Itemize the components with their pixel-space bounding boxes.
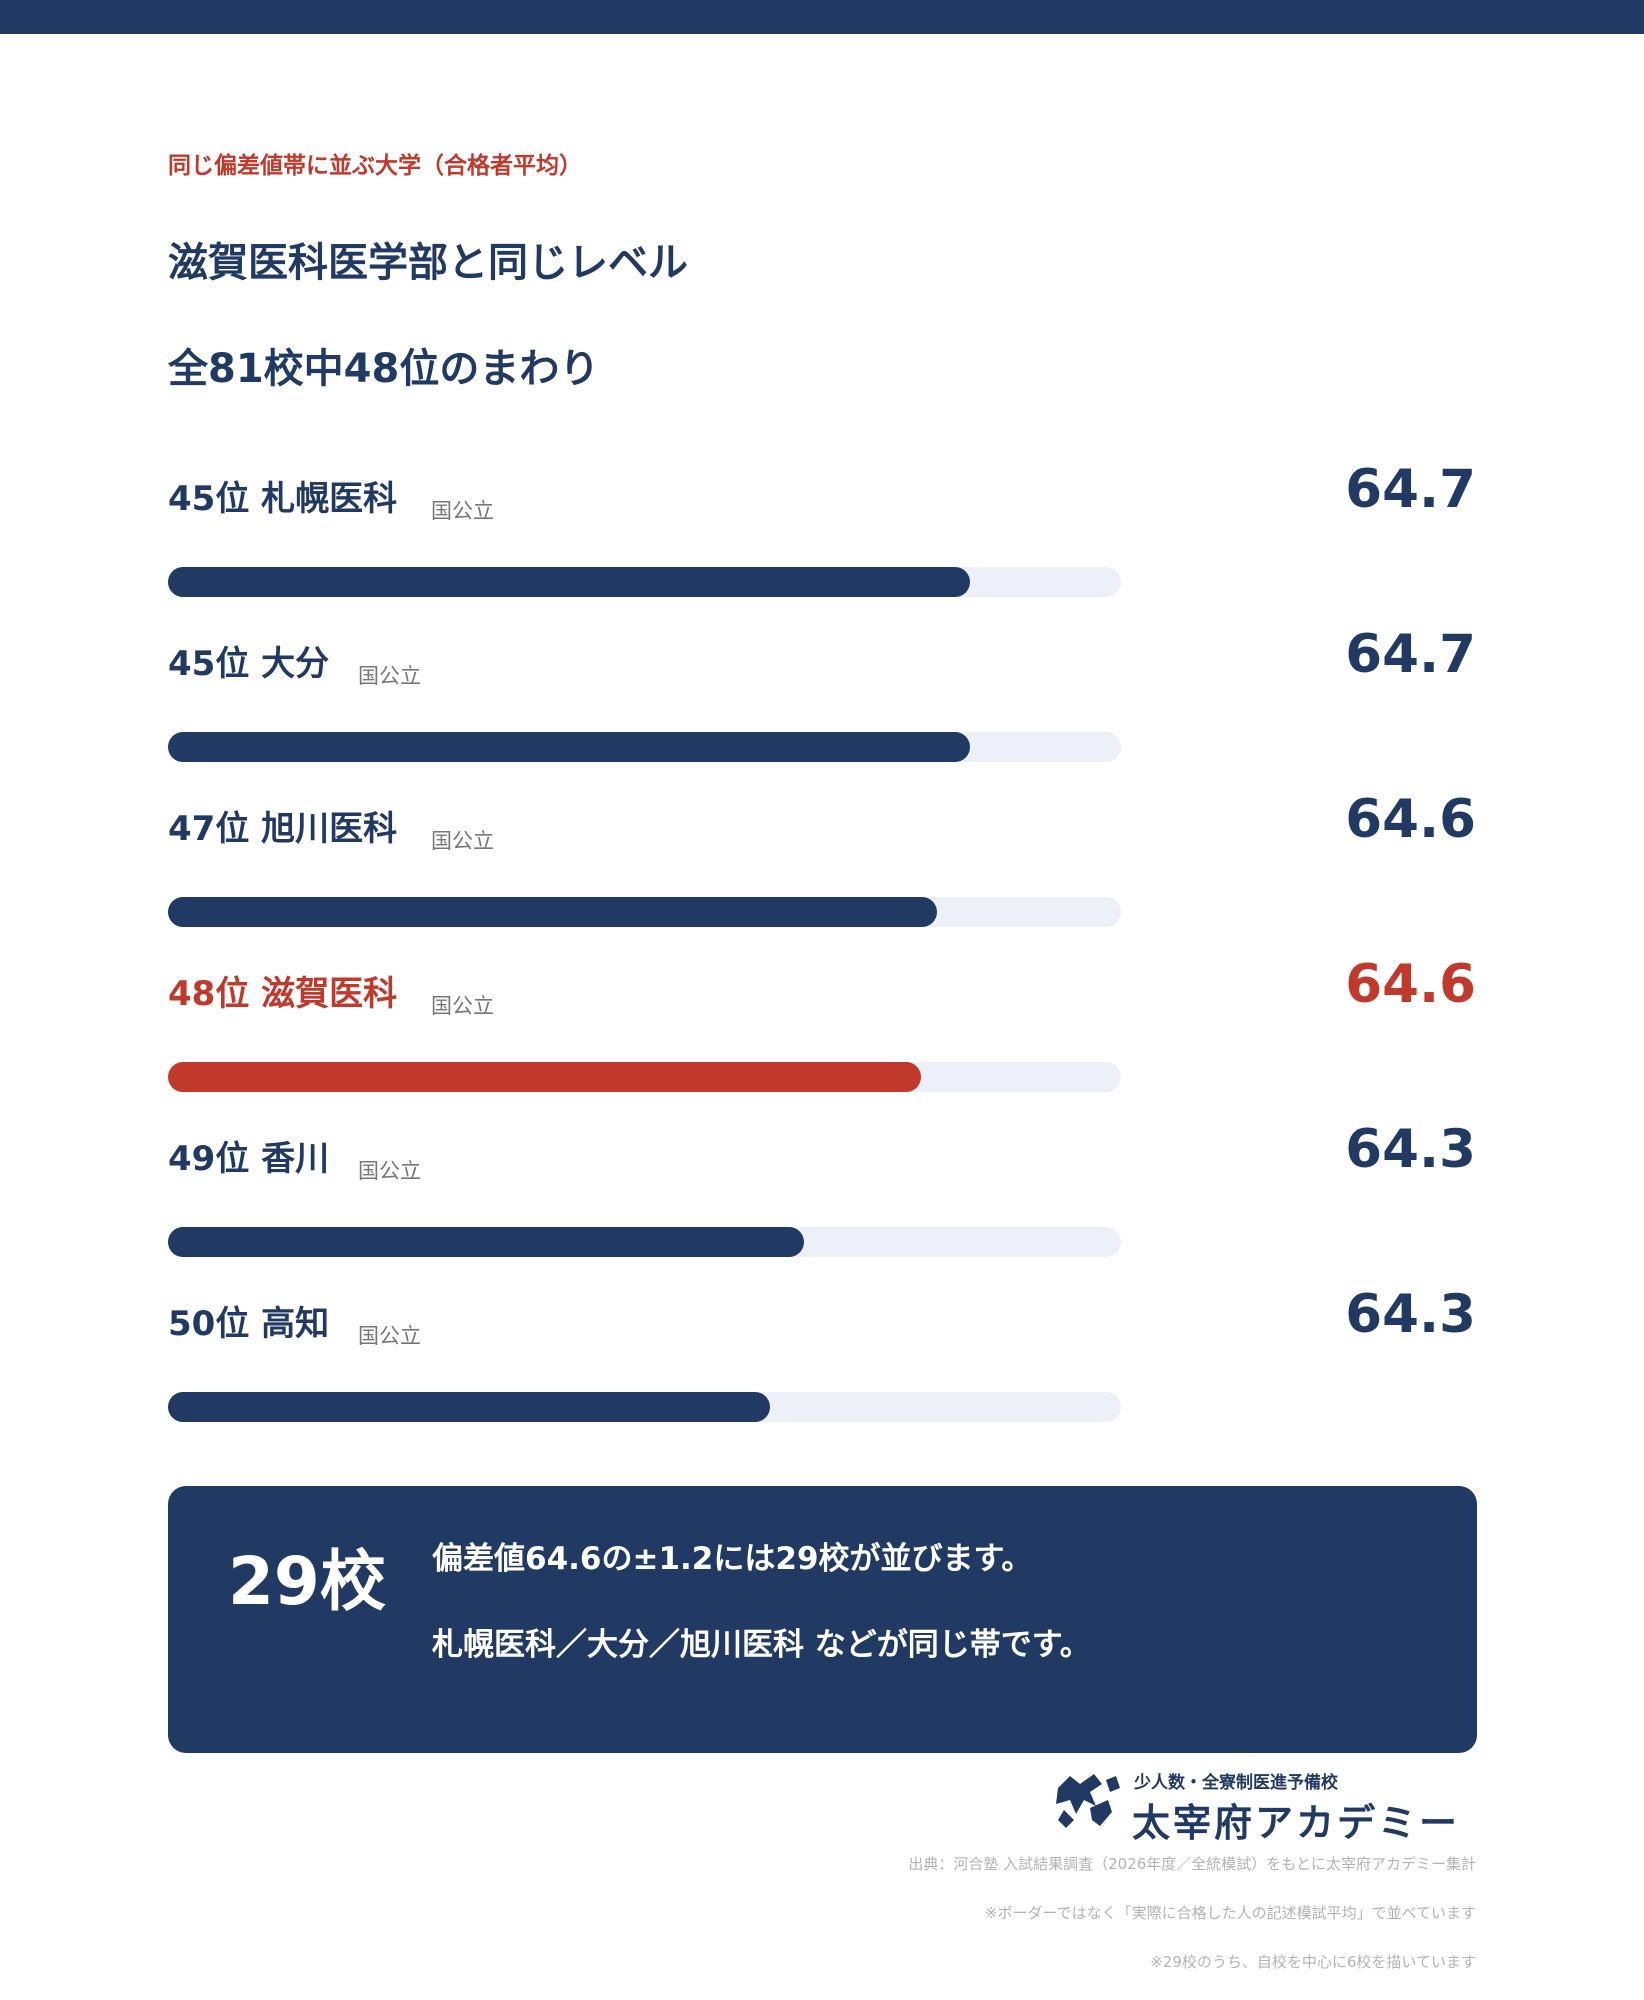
summary-line-2: 札幌医科／大分／旭川医科 などが同じ帯です。 [432, 1627, 1091, 1663]
chart-row: 45位 大分国公立 64.7 [0, 624, 1644, 801]
chart-row: 49位 香川国公立 64.3 [0, 1119, 1644, 1296]
row-type-label: 国公立 [358, 1159, 421, 1183]
row-type-label: 国公立 [358, 1324, 421, 1348]
eyebrow-label: 同じ偏差値帯に並ぶ大学（合格者平均） [168, 153, 582, 179]
chart-row: 45位 札幌医科国公立 64.7 [0, 459, 1644, 636]
bar-fill [168, 1062, 921, 1092]
row-type-label: 国公立 [358, 664, 421, 688]
row-rank-label: 50位 高知 [168, 1304, 330, 1344]
bar-track [168, 732, 1121, 762]
source-note: 出典：河合塾 入試結果調査（2026年度／全統模試）をもとに太宰府アカデミー集計 [908, 1855, 1476, 1873]
row-rank-label: 48位 滋賀医科 [168, 974, 398, 1014]
chart-row: 47位 旭川医科国公立 64.6 [0, 789, 1644, 966]
bar-track [168, 1227, 1121, 1257]
bar-track [168, 897, 1121, 927]
row-value-label: 64.7 [1345, 459, 1476, 520]
row-rank-label: 45位 札幌医科 [168, 479, 398, 519]
row-value-label: 64.6 [1345, 789, 1476, 850]
row-rank-label: 47位 旭川医科 [168, 809, 398, 849]
row-value-label: 64.3 [1345, 1284, 1476, 1345]
logo-mark-icon [1056, 1774, 1120, 1828]
chart-row-highlight: 48位 滋賀医科国公立 64.6 [0, 954, 1644, 1131]
top-band [0, 0, 1644, 34]
row-type-label: 国公立 [431, 994, 494, 1018]
bar-track [168, 567, 1121, 597]
logo-name: 太宰府アカデミー [1132, 1800, 1461, 1845]
page-title: 滋賀医科医学部と同じレベル [168, 240, 688, 286]
row-rank-label: 49位 香川 [168, 1139, 330, 1179]
bar-fill [168, 732, 971, 762]
row-value-label: 64.6 [1345, 954, 1476, 1015]
bar-fill [168, 1227, 804, 1257]
row-type-label: 国公立 [431, 829, 494, 853]
bar-fill [168, 1392, 771, 1422]
summary-line-1: 偏差値64.6の±1.2には29校が並びます。 [432, 1541, 1033, 1577]
row-value-label: 64.3 [1345, 1119, 1476, 1180]
bar-track [168, 1062, 1121, 1092]
row-rank-label: 45位 大分 [168, 644, 330, 684]
bar-fill [168, 567, 971, 597]
bar-fill [168, 897, 938, 927]
academy-logo: 少人数・全寮制医進予備校 太宰府アカデミー [1050, 1766, 1480, 1845]
summary-count: 29校 [228, 1543, 386, 1620]
footnote-1: ※ボーダーではなく「実際に合格した人の記述模試平均」で並べています [984, 1904, 1476, 1922]
row-value-label: 64.7 [1345, 624, 1476, 685]
row-type-label: 国公立 [431, 499, 494, 523]
page-subtitle: 全81校中48位のまわり [168, 346, 600, 392]
footnote-2: ※29校のうち、自校を中心に6校を描いています [1150, 1953, 1476, 1971]
chart-row: 50位 高知国公立 64.3 [0, 1284, 1644, 1461]
logo-subtitle: 少人数・全寮制医進予備校 [1134, 1773, 1338, 1793]
bar-track [168, 1392, 1121, 1422]
summary-box: 29校 偏差値64.6の±1.2には29校が並びます。 札幌医科／大分／旭川医科… [168, 1486, 1477, 1753]
